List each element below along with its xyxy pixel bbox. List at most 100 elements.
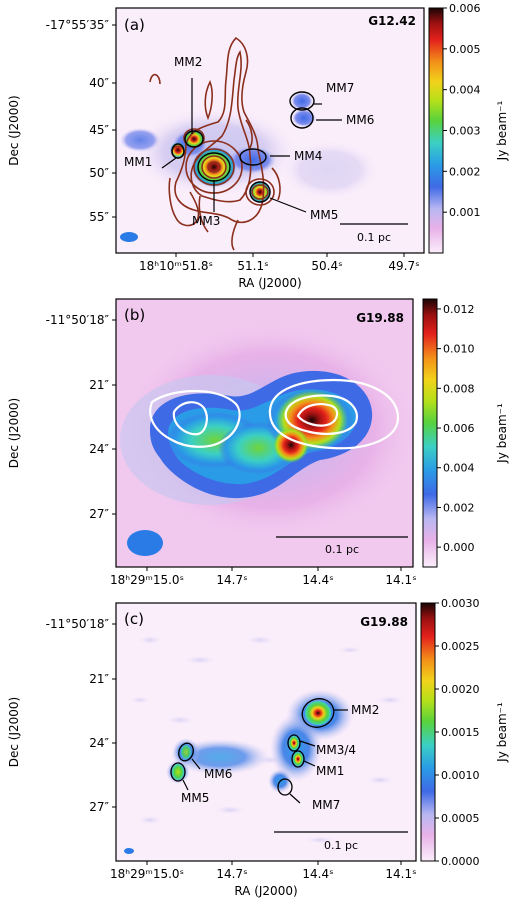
colorbar-tick-label: 0.0030 (441, 597, 480, 610)
colorbar-tick-label: 0.003 (449, 125, 481, 138)
x-tick-label: 18ʰ29ᵐ15.0ˢ (110, 573, 184, 587)
y-axis-label: Dec (J2000) (7, 398, 21, 468)
x-tick-label: 14.4ˢ (302, 867, 333, 881)
colorbar-tick-label: 0.002 (443, 501, 475, 514)
colorbar-tick-label: 0.002 (449, 165, 481, 178)
label-mm3-4-c: MM3/4 (316, 743, 356, 757)
beam-b (127, 530, 163, 556)
colorbar (428, 7, 444, 254)
colorbar-label: Jy beam⁻¹ (495, 100, 509, 161)
x-axis-label: RA (J2000) (234, 884, 297, 898)
mm6-c-outline (178, 742, 194, 762)
x-tick-label: 14.7ˢ (216, 573, 247, 587)
colorbar (422, 298, 438, 568)
mm5-c-outline (170, 762, 186, 782)
x-tick-label: 14.1ˢ (385, 573, 416, 587)
x-tick-label: 50.4ˢ (311, 259, 342, 273)
mm2-outline (184, 130, 204, 148)
y-tick-label: -11°50′18″ (46, 617, 110, 631)
label-mm2-a: MM2 (174, 55, 202, 69)
y-tick-label: 21″ (89, 672, 109, 686)
y-tick-label: -17°55′35″ (46, 18, 110, 32)
colorbar-tick-label: 0.0020 (441, 683, 480, 696)
y-tick-label: 24″ (89, 736, 109, 750)
x-tick-label: 14.1ˢ (385, 867, 416, 881)
mm7-c-outline (277, 778, 293, 796)
x-tick-label: 51.1ˢ (237, 259, 268, 273)
panel-a-label: (a) (124, 16, 145, 34)
y-tick-label: 55″ (89, 210, 109, 224)
scalebar-c: 0.1 pc (324, 839, 358, 852)
colorbar-tick-label: 0.000 (443, 541, 475, 554)
label-mm7-a: MM7 (326, 81, 354, 95)
colorbar-tick-label: 0.0025 (441, 640, 480, 653)
x-tick-label: 18ʰ29ᵐ15.0ˢ (110, 867, 184, 881)
source-mm2-c (305, 701, 331, 725)
panel-b: (b) G19.88 0.1 pc (115, 298, 414, 568)
colorbar-tick-label: 0.006 (443, 422, 475, 435)
colorbar-tick-label: 0.001 (449, 206, 481, 219)
y-tick-label: -11°50′18″ (46, 313, 110, 327)
y-tick-label: 27″ (89, 800, 109, 814)
colorbar-tick-label: 0.0015 (441, 726, 480, 739)
label-mm4-a: MM4 (294, 149, 322, 163)
y-tick-label: 40″ (89, 76, 109, 90)
colorbar-tick-label: 0.0010 (441, 769, 480, 782)
panel-c-image (116, 603, 416, 861)
colorbar (420, 602, 436, 862)
y-tick-label: 45″ (89, 123, 109, 137)
label-mm7-c: MM7 (312, 798, 340, 812)
label-mm6-a: MM6 (346, 113, 374, 127)
source-mm1-c (293, 752, 303, 766)
y-tick-label: 21″ (89, 378, 109, 392)
colorbar-label: Jy beam⁻¹ (495, 403, 509, 464)
x-tick-label: 14.7ˢ (216, 867, 247, 881)
label-mm5-c: MM5 (181, 791, 209, 805)
panel-c-label: (c) (124, 610, 144, 628)
contours-a (149, 36, 281, 251)
mm3-4-c-outline (287, 734, 301, 752)
scalebar-a: 0.1 pc (357, 231, 391, 244)
mm6-outline (290, 107, 314, 129)
colorbar-tick-label: 0.0005 (441, 812, 480, 825)
y-axis-label: Dec (J2000) (7, 95, 21, 165)
beam-c (124, 848, 134, 854)
panel-c: (c) G19.88 MM2 MM3/4 MM1 MM7 MM6 MM5 0.1… (115, 602, 417, 862)
panel-c-source: G19.88 (360, 615, 408, 629)
mm2-c-outline (301, 698, 335, 728)
source-mm6-c (181, 745, 191, 759)
y-tick-label: 50″ (89, 166, 109, 180)
axes-layer: 18ʰ10ᵐ51.8ˢ 51.1ˢ 50.4ˢ 49.7ˢ -17°55′35″ 40″ 4… (7, 2, 509, 898)
x-tick-label: 49.7ˢ (388, 259, 419, 273)
mm4-outline (239, 148, 267, 166)
colorbar-tick-label: 0.004 (449, 84, 481, 97)
y-tick-label: 27″ (89, 507, 109, 521)
y-axis-label: Dec (J2000) (7, 697, 21, 767)
label-mm6-c: MM6 (204, 767, 232, 781)
mm7-outline (289, 91, 315, 111)
colorbar-tick-label: 0.010 (443, 343, 475, 356)
panel-b-source: G19.88 (356, 311, 404, 325)
label-mm1-c: MM1 (316, 764, 344, 778)
colorbar-tick-label: 0.005 (449, 43, 481, 56)
contours-b (149, 378, 400, 450)
x-tick-label: 18ʰ10ᵐ51.8ˢ (139, 259, 213, 273)
mm1-c-outline (291, 750, 305, 768)
label-mm1-a: MM1 (124, 155, 152, 169)
colorbar-tick-label: 0.008 (443, 382, 475, 395)
colorbar-tick-label: 0.004 (443, 462, 475, 475)
colorbar-label: Jy beam⁻¹ (495, 702, 509, 763)
panel-a: (a) G12.42 MM2 MM1 MM3 MM4 MM5 MM6 MM7 0… (115, 7, 425, 254)
beam-a (120, 232, 138, 242)
mm5-outline (249, 181, 271, 203)
colorbar-tick-label: 0.012 (443, 303, 475, 316)
label-mm2-c: MM2 (351, 703, 379, 717)
x-tick-label: 14.4ˢ (302, 573, 333, 587)
colorbar-tick-label: 0.0000 (441, 855, 480, 868)
y-tick-label: 24″ (89, 442, 109, 456)
colorbar-tick-label: 0.006 (449, 2, 481, 15)
scalebar-b: 0.1 pc (325, 543, 359, 556)
panel-a-source: G12.42 (368, 14, 416, 28)
mm1-outline (171, 143, 185, 159)
